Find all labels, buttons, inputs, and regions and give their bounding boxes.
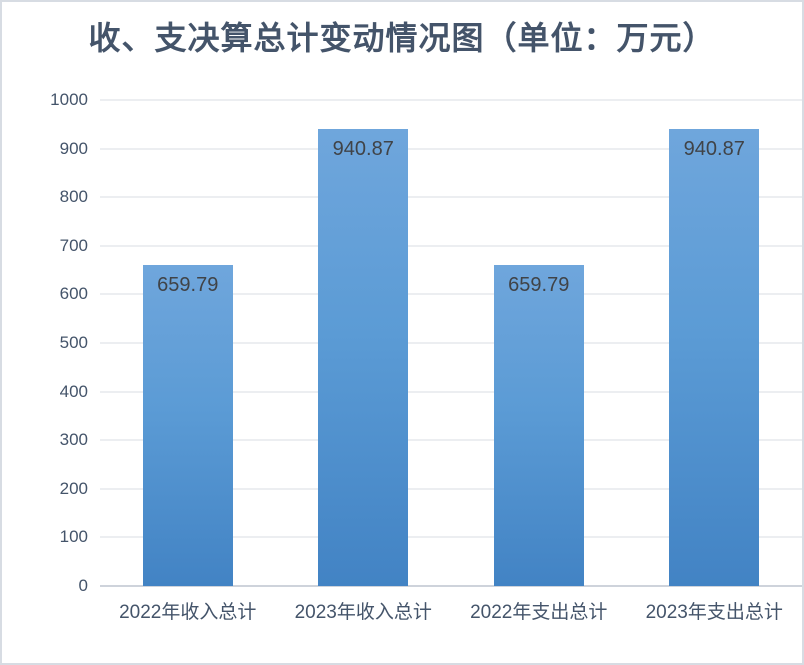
y-axis-tick-label: 1000 xyxy=(50,90,88,109)
x-axis-category-labels: 2022年收入总计 2023年收入总计 2022年支出总计 2023年支出总计 xyxy=(100,597,802,624)
y-axis-tick-label: 400 xyxy=(59,381,88,401)
x-axis-line xyxy=(100,585,802,587)
gridline xyxy=(100,148,802,150)
chart-title: 收、支决算总计变动情况图（单位：万元） xyxy=(88,20,716,56)
gridline xyxy=(100,99,802,101)
y-axis-tick-label: 600 xyxy=(59,284,88,304)
gridline xyxy=(100,293,802,295)
x-axis-category-label: 2022年收入总计 xyxy=(119,602,257,623)
gridline xyxy=(100,196,802,198)
gridline xyxy=(100,536,802,538)
bar-data-label: 659.79 xyxy=(508,274,570,297)
bar-data-label: 659.79 xyxy=(157,274,219,297)
y-axis-tick-label: 200 xyxy=(59,478,88,498)
y-axis-tick-label: 800 xyxy=(59,187,88,207)
bar-data-label: 940.87 xyxy=(332,137,394,160)
x-axis-category-label: 2022年支出总计 xyxy=(470,602,608,623)
y-axis-tick-label: 500 xyxy=(59,333,88,352)
bar-series: 659.79 940.87 659.79 940.87 xyxy=(100,100,802,586)
bar-slot: 659.79 xyxy=(100,100,276,586)
y-axis-tick-label: 300 xyxy=(59,430,88,450)
bar: 940.87 xyxy=(669,128,760,586)
bar: 659.79 xyxy=(142,265,233,586)
bar-slot: 940.87 xyxy=(627,100,803,586)
gridline xyxy=(100,488,802,490)
y-axis-tick-label: 100 xyxy=(59,527,88,547)
x-axis-category-label: 2023年支出总计 xyxy=(645,602,783,623)
gridline xyxy=(100,439,802,441)
gridline xyxy=(100,245,802,247)
x-axis-category-label: 2023年收入总计 xyxy=(294,602,432,623)
bar-slot: 659.79 xyxy=(451,100,627,586)
bar: 659.79 xyxy=(493,265,584,586)
bar: 940.87 xyxy=(318,128,409,586)
y-axis-tick-label: 0 xyxy=(78,576,88,595)
y-axis-tick-label: 700 xyxy=(59,235,88,255)
bar-slot: 940.87 xyxy=(276,100,452,586)
y-axis-tick-label: 900 xyxy=(59,138,88,158)
gridline xyxy=(100,342,802,344)
gridline xyxy=(100,391,802,393)
plot-area: 0 100 200 300 400 500 600 700 800 900 1000 659.79 9… xyxy=(50,90,802,623)
bar-data-label: 940.87 xyxy=(683,137,745,160)
